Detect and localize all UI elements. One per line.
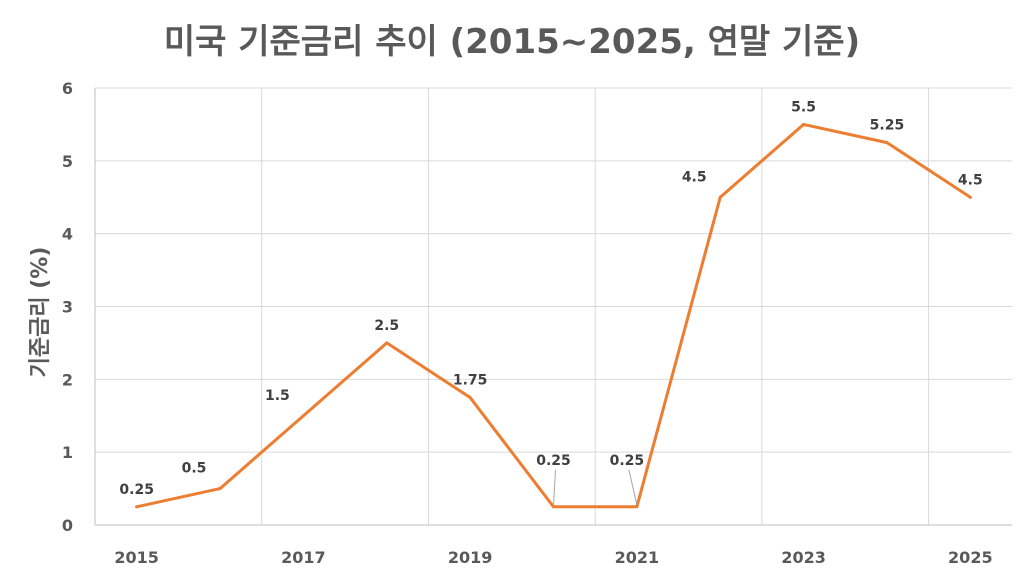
data-label: 0.25 [119,482,154,498]
chart-title: 미국 기준금리 추이 (2015~2025, 연말 기준) [164,22,860,62]
data-label: 4.5 [958,172,983,188]
data-label: 0.25 [610,453,645,469]
x-tick-label: 2017 [281,548,326,567]
data-point [802,122,806,126]
x-tick-label: 2015 [114,548,159,567]
data-point [301,414,305,418]
data-label: 1.75 [453,373,488,389]
data-point [635,505,639,509]
data-label: 0.25 [536,453,571,469]
data-label: 5.25 [870,118,905,134]
data-label: 5.5 [791,99,816,115]
x-tick-label: 2023 [781,548,826,567]
data-point [385,341,389,345]
data-point [718,195,722,199]
data-point [552,505,555,509]
leader-line [553,469,556,505]
y-tick-label: 3 [62,298,73,317]
axes: 0 1 2 3 4 5 6 2015 2017 2019 2021 2023 2025 [62,79,1012,567]
data-label: 0.5 [182,461,207,477]
x-tick-label: 2025 [948,548,993,567]
y-tick-label: 0 [62,516,73,535]
y-tick-label: 1 [62,443,73,462]
x-tick-label: 2021 [615,548,660,567]
data-point [218,487,222,491]
data-point [968,195,972,199]
data-label: 4.5 [682,169,707,185]
series [135,122,972,509]
data-point [468,396,472,400]
data-point [885,141,889,145]
data-label: 1.5 [265,388,290,404]
gridlines [95,87,1012,525]
y-tick-label: 2 [62,370,73,389]
data-point [135,505,139,509]
leader-line [628,469,638,505]
y-tick-label: 6 [62,79,73,98]
y-tick-label: 4 [62,225,73,244]
data-label: 2.5 [374,318,399,334]
y-axis-label: 기준금리 (%) [28,247,53,378]
data-labels: 0.25 0.5 1.5 2.5 1.75 0.25 0.25 4.5 5.5 5.25 4.5 [119,99,983,505]
y-tick-label: 5 [62,152,73,171]
x-tick-label: 2019 [448,548,493,567]
